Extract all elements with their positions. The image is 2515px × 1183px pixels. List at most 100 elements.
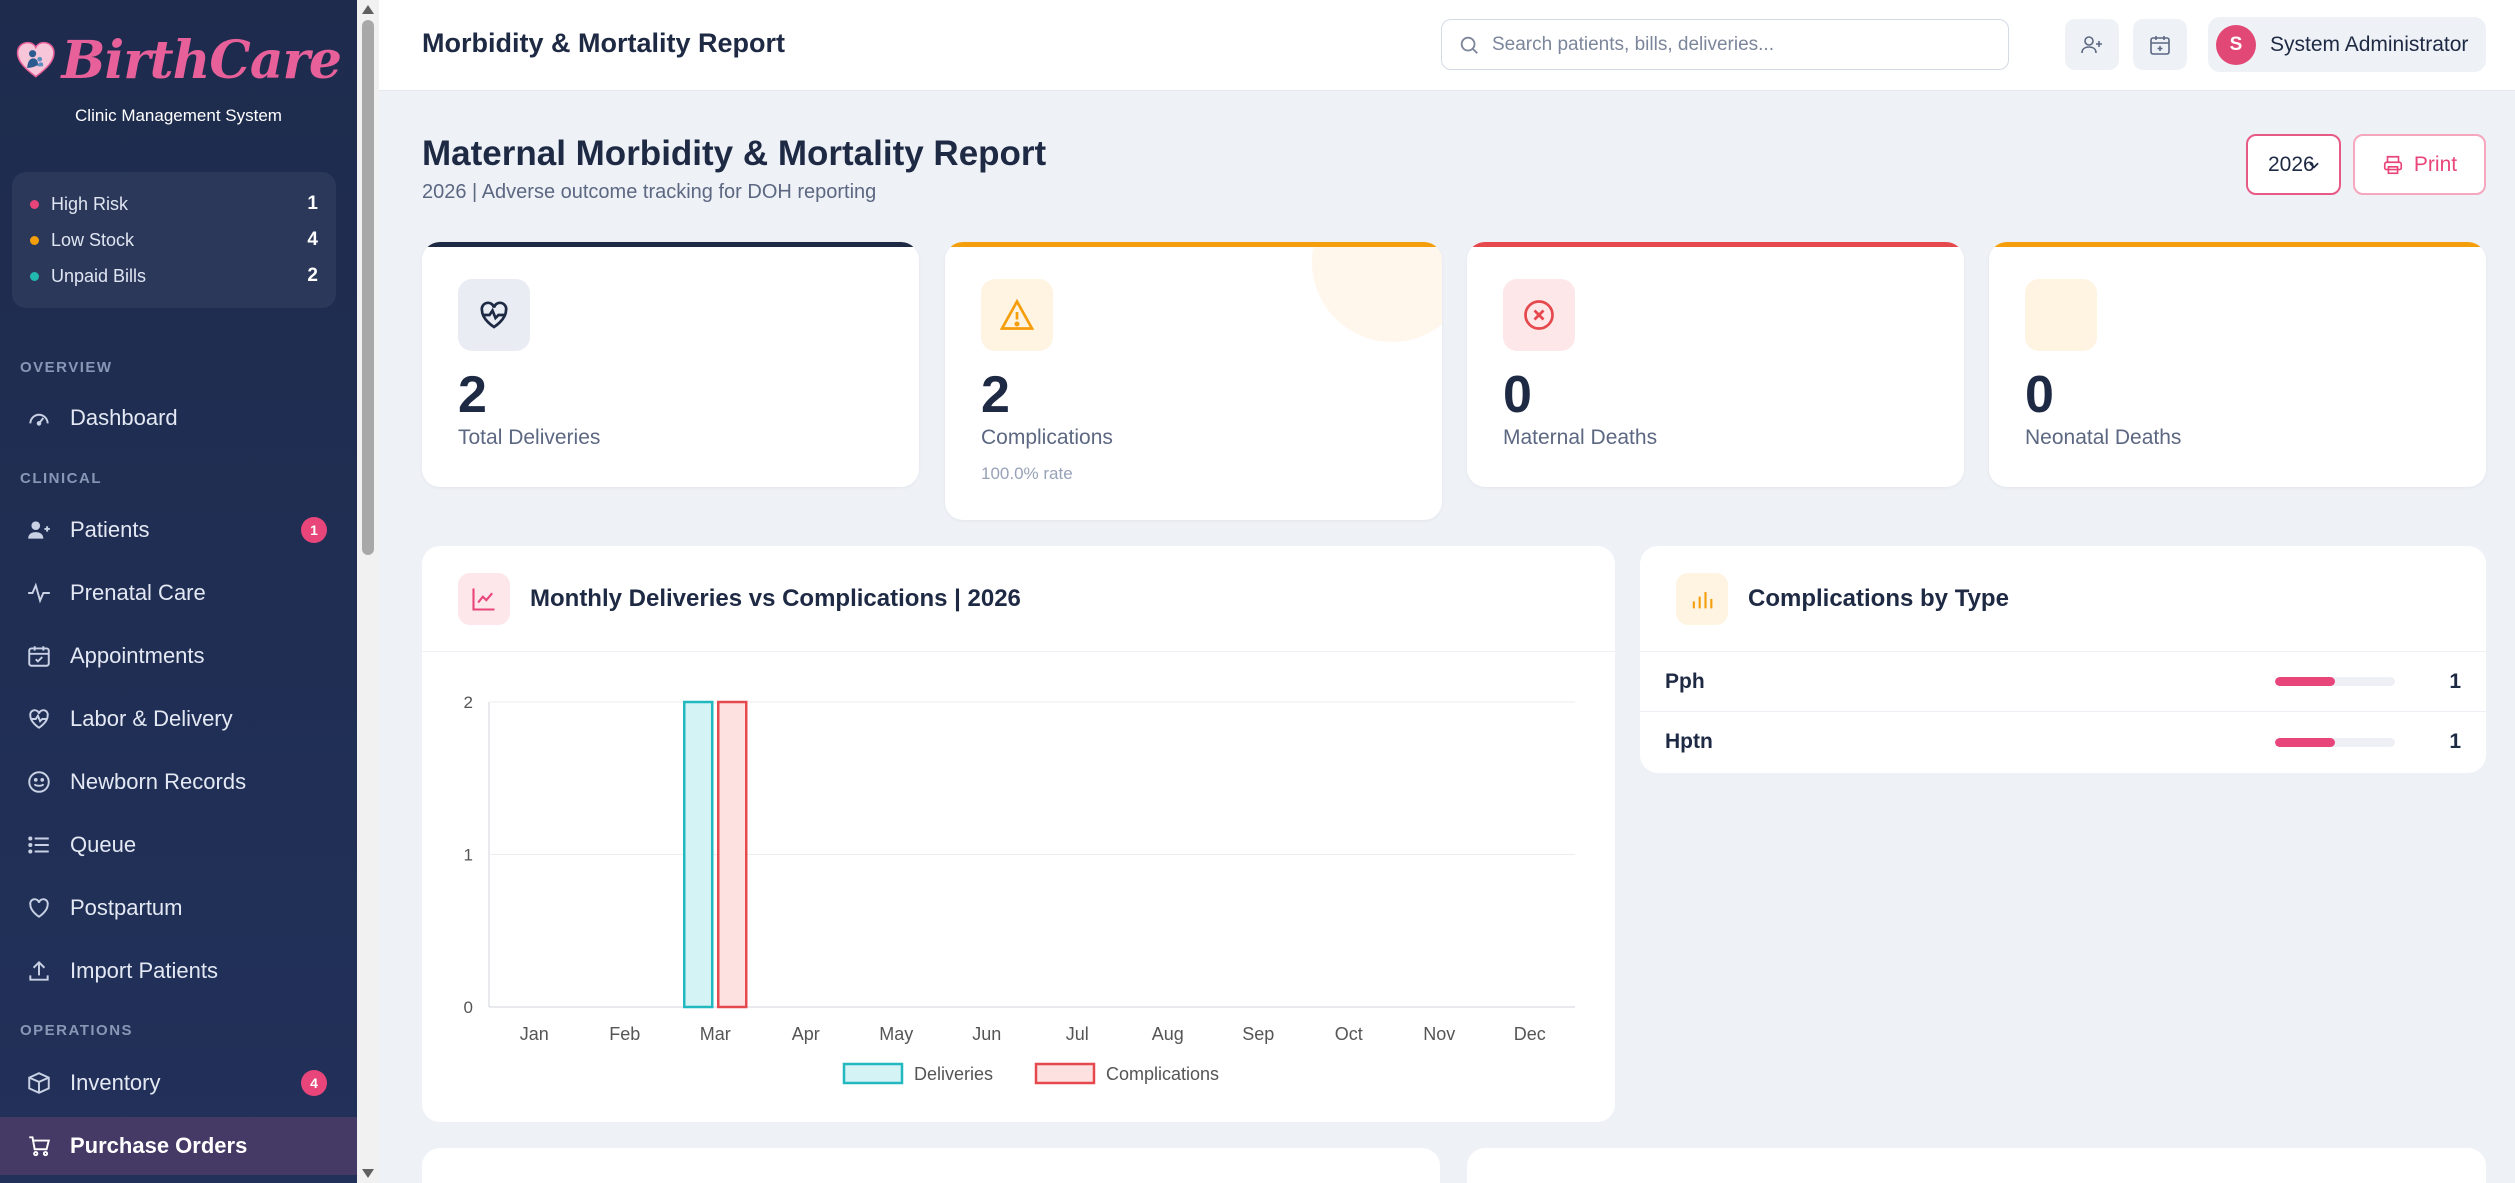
card-header: Monthly Deliveries vs Complications | 20… xyxy=(422,546,1615,652)
nav-label: Inventory xyxy=(70,1070,161,1095)
stat-card-neonatal-deaths: 0 Neonatal Deaths xyxy=(1989,242,2486,487)
search-box[interactable] xyxy=(1441,19,2009,70)
nav-item-dashboard[interactable]: Dashboard xyxy=(0,389,357,447)
nav-item-labor-delivery[interactable]: Labor & Delivery xyxy=(0,690,357,748)
nav-item-appointments[interactable]: Appointments xyxy=(0,627,357,685)
brand-logo-icon xyxy=(16,41,55,78)
nav-label: Purchase Orders xyxy=(70,1133,248,1158)
y-tick-label: 1 xyxy=(464,846,473,865)
nav-item-inventory[interactable]: Inventory 4 xyxy=(0,1054,357,1112)
type-progress-fill xyxy=(2275,737,2335,747)
scroll-thumb[interactable] xyxy=(362,20,374,555)
user-name: System Administrator xyxy=(2270,32,2469,56)
stat-label: Complications xyxy=(981,426,1113,449)
stat-note: 100.0% rate xyxy=(981,464,1073,483)
status-dot xyxy=(30,271,39,281)
card-accent-line xyxy=(1467,242,1964,247)
x-tick-label: Jun xyxy=(972,1024,1001,1044)
card-header: Complications by Type xyxy=(1640,546,2486,652)
alert-low-stock[interactable]: Low Stock 4 xyxy=(30,222,318,258)
topbar: Morbidity & Mortality Report S System Ad… xyxy=(379,0,2515,91)
nav-section-operations: OPERATIONS xyxy=(20,1022,134,1039)
complications-by-type-card: Complications by Type Pph 1 Hptn 1 xyxy=(1640,546,2486,773)
alert-count: 2 xyxy=(307,265,318,286)
alert-count: 1 xyxy=(307,193,318,214)
nav-item-newborn-records[interactable]: Newborn Records xyxy=(0,753,357,811)
search-input[interactable] xyxy=(1492,33,1992,56)
nav-section-overview: OVERVIEW xyxy=(20,359,113,376)
monthly-chart-card: Monthly Deliveries vs Complications | 20… xyxy=(422,546,1615,1122)
status-dot xyxy=(30,199,39,209)
type-progress-bar xyxy=(2275,677,2395,686)
alert-high-risk[interactable]: High Risk 1 xyxy=(30,186,318,222)
x-tick-label: Jan xyxy=(520,1024,549,1044)
x-tick-label: May xyxy=(879,1024,913,1044)
add-appointment-button[interactable] xyxy=(2133,19,2187,70)
type-count: 1 xyxy=(2449,730,2461,753)
x-tick-label: Nov xyxy=(1423,1024,1455,1044)
sidebar-scrollbar[interactable] xyxy=(357,0,379,1183)
stat-value: 0 xyxy=(2025,366,2054,424)
heart-icon xyxy=(24,893,54,923)
nav-badge: 4 xyxy=(301,1070,327,1096)
topbar-title: Morbidity & Mortality Report xyxy=(422,28,785,58)
baby-icon xyxy=(2025,279,2097,351)
alert-label: Unpaid Bills xyxy=(51,265,147,286)
stat-card-maternal-deaths: 0 Maternal Deaths xyxy=(1467,242,1964,487)
scroll-up-arrow-icon[interactable] xyxy=(362,5,374,14)
page-title: Maternal Morbidity & Mortality Report xyxy=(422,134,1047,173)
nav-item-purchase-orders[interactable]: Purchase Orders xyxy=(0,1117,357,1175)
stat-value: 2 xyxy=(981,366,1010,424)
add-patient-button[interactable] xyxy=(2065,19,2119,70)
nav-item-patients[interactable]: Patients 1 xyxy=(0,501,357,559)
alert-unpaid-bills[interactable]: Unpaid Bills 2 xyxy=(30,258,318,294)
x-tick-label: Mar xyxy=(700,1024,731,1044)
nav-label: Prenatal Care xyxy=(70,580,206,605)
type-count: 1 xyxy=(2449,669,2461,693)
stat-value: 0 xyxy=(1503,366,1532,424)
card-accent-line xyxy=(1989,242,2486,247)
nav-label: Patients xyxy=(70,517,150,542)
nav-label: Dashboard xyxy=(70,405,178,430)
y-tick-label: 0 xyxy=(464,998,473,1017)
x-circle-icon xyxy=(1503,279,1575,351)
x-tick-label: Dec xyxy=(1514,1024,1546,1044)
scroll-down-arrow-icon[interactable] xyxy=(362,1169,374,1178)
nav-item-prenatal-care[interactable]: Prenatal Care xyxy=(0,564,357,622)
lower-card-left xyxy=(422,1148,1440,1183)
decorative-circle xyxy=(1312,242,1442,342)
nav-item-postpartum[interactable]: Postpartum xyxy=(0,879,357,937)
calendar-plus-icon xyxy=(2150,35,2170,55)
card-accent-line xyxy=(422,242,919,247)
alert-label: High Risk xyxy=(51,193,129,214)
legend-label: Complications xyxy=(1106,1064,1219,1084)
line-chart-icon xyxy=(458,572,510,625)
bar-deliveries xyxy=(683,700,714,1009)
chevron-down-icon xyxy=(2309,162,2319,169)
monthly-bar-chart: 0 1 2 Jan Feb Mar Apr May Jun Jul Aug Sep Oct Nov Dec D… xyxy=(464,693,1575,1085)
alert-label: Low Stock xyxy=(51,229,135,250)
type-name: Hptn xyxy=(1665,730,1713,753)
card-accent-line xyxy=(945,242,1442,247)
nav-item-queue[interactable]: Queue xyxy=(0,816,357,874)
type-progress-fill xyxy=(2275,677,2335,686)
print-button[interactable]: Print xyxy=(2353,134,2486,195)
brand-name: BirthCare xyxy=(61,29,342,91)
x-tick-label: Jul xyxy=(1066,1024,1089,1044)
user-menu[interactable]: S System Administrator xyxy=(2208,17,2486,72)
stat-card-complications: 2 Complications 100.0% rate xyxy=(945,242,1442,520)
page-subtitle: 2026 | Adverse outcome tracking for DOH … xyxy=(422,181,877,203)
legend-label: Deliveries xyxy=(914,1064,993,1084)
activity-icon xyxy=(24,578,54,608)
nav-item-import-patients[interactable]: Import Patients xyxy=(0,942,357,1000)
logo-area: BirthCare Clinic Management System xyxy=(0,0,357,150)
stat-label: Neonatal Deaths xyxy=(2025,426,2182,449)
stat-label: Maternal Deaths xyxy=(1503,426,1658,449)
x-tick-label: Oct xyxy=(1335,1024,1363,1044)
year-select[interactable]: 2026 xyxy=(2246,134,2341,195)
heart-pulse-icon xyxy=(24,704,54,734)
nav-label: Appointments xyxy=(70,643,205,668)
x-tick-label: Aug xyxy=(1152,1024,1184,1044)
lower-card-right xyxy=(1467,1148,2486,1183)
type-name: Pph xyxy=(1665,669,1705,693)
